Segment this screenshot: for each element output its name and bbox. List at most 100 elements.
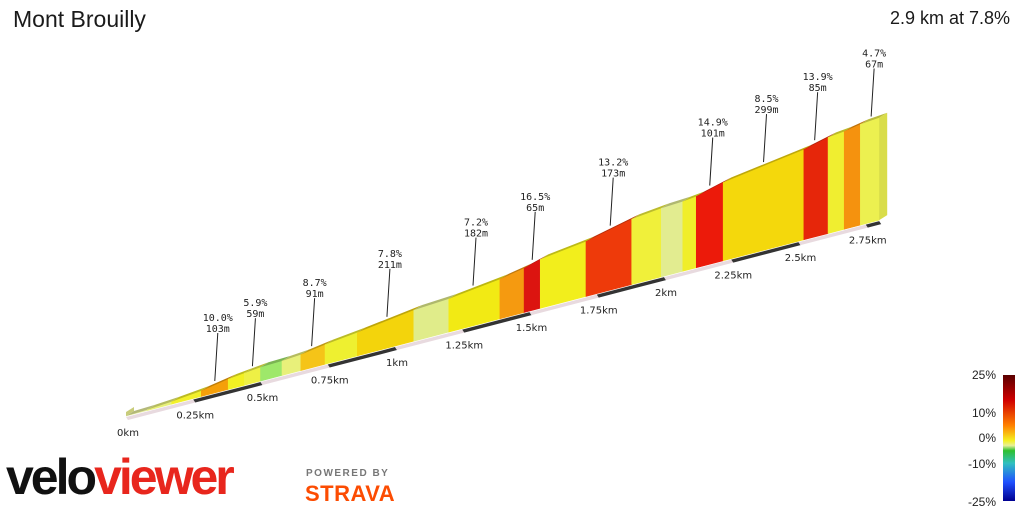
baseline-band: [126, 399, 196, 420]
x-tick-label: 2.5km: [785, 253, 816, 264]
profile-start-face: [126, 407, 134, 416]
profile-segment-top: [499, 263, 533, 280]
baseline-band: [664, 259, 734, 281]
annotation-length: 67m: [865, 60, 883, 71]
profile-segment-top: [325, 327, 366, 345]
legend-label-max: 25%: [971, 368, 996, 382]
distance-ticks: 0km 0.25km 0.5km 0.75km 1km 1.25km 1.5km 1.75km…: [117, 236, 887, 439]
annotation-gradient: 8.7%: [303, 278, 327, 289]
annotation-length: 182m: [464, 229, 488, 240]
profile-segment-top: [524, 254, 549, 269]
annotation-length: 65m: [526, 203, 544, 214]
profile-segment: [539, 241, 587, 309]
annotation-gradient: 14.9%: [698, 118, 728, 129]
chart-title: Mont Brouilly: [13, 6, 146, 32]
profile-segment-top: [413, 293, 457, 311]
annotation-gradient: 8.5%: [754, 94, 778, 105]
annotation-gradient: 5.9%: [243, 298, 267, 309]
profile-segment: [695, 182, 724, 269]
baseline-band: [798, 224, 868, 246]
profile-segment-top: [244, 362, 269, 374]
profile-segment-top: [696, 177, 732, 197]
x-tick-label: 2km: [655, 288, 677, 299]
profile-segment-top: [300, 339, 334, 355]
annotation-gradient: 13.9%: [803, 72, 833, 83]
profile-segment: [585, 218, 633, 297]
profile-segment-top: [201, 374, 237, 391]
baseline-band: [193, 382, 263, 403]
annotation-leader: [609, 177, 614, 226]
profile-segment-top: [147, 396, 180, 410]
baseline-band: [596, 277, 666, 298]
annotation-leader: [531, 211, 536, 260]
annotation-leader: [311, 298, 316, 347]
profile-segment: [661, 201, 684, 278]
annotation-leader: [214, 332, 219, 382]
baseline-band: [462, 312, 532, 333]
profile-segment: [499, 267, 525, 320]
annotation-gradient: 10.0%: [203, 313, 233, 324]
legend-label-high: 10%: [971, 406, 996, 420]
profile-segment-top: [631, 203, 670, 220]
profile-segment: [631, 207, 662, 285]
profile-segment: [843, 123, 861, 230]
annotation-gradient: 7.8%: [378, 249, 402, 260]
annotation-length: 103m: [206, 324, 230, 335]
x-tick-label: 0.75km: [311, 376, 349, 387]
logo-velo: velo: [6, 449, 97, 505]
profile-segment-top: [803, 132, 837, 150]
baseline-band: [865, 221, 882, 228]
baseline-band: [731, 242, 801, 263]
annotation-gradient: 16.5%: [520, 192, 550, 203]
annotation-leader: [709, 137, 714, 186]
powered-by-label: POWERED BY: [306, 468, 390, 479]
x-tick-label: 1.5km: [516, 323, 547, 334]
annotation-gradient: 13.2%: [598, 158, 628, 169]
annotation-leader: [870, 68, 875, 117]
legend-label-low: -10%: [967, 457, 996, 471]
profile-segment-top: [585, 214, 640, 242]
profile-segment-top: [126, 404, 156, 416]
annotation-length: 211m: [378, 260, 402, 271]
profile-segment-top: [661, 196, 691, 209]
baseline-band: [327, 347, 397, 368]
strava-logo[interactable]: STRAVA: [305, 481, 396, 506]
gradient-legend-bar: [1003, 375, 1015, 501]
annotation-leader: [814, 92, 819, 141]
baseline-band: [529, 294, 599, 316]
annotation-length: 59m: [246, 309, 264, 320]
profile-segment-top: [860, 112, 888, 125]
annotation-gradient: 4.7%: [862, 49, 886, 60]
annotation-leader: [386, 268, 391, 317]
profile-segment-top: [260, 355, 291, 368]
x-tick-label: 2.75km: [849, 236, 887, 247]
profile-segment-top: [357, 305, 422, 333]
profile-segment: [357, 309, 415, 357]
profile-segment: [803, 136, 829, 241]
profile-segment-top: [828, 126, 853, 138]
annotation-leader: [763, 114, 768, 163]
legend-label-min: -25%: [967, 495, 996, 509]
logo-viewer: viewer: [94, 449, 235, 505]
x-tick-label: 1.75km: [580, 306, 618, 317]
profile-segment-top: [171, 385, 210, 402]
annotation-leader: [472, 237, 477, 286]
x-tick-label: 2.25km: [714, 271, 752, 282]
gradient-annotations: 10.0%103m 5.9%59m 8.7%91m 7.8%211m 7.2%182m 1…: [203, 49, 886, 382]
annotation-gradient: 7.2%: [464, 218, 488, 229]
x-tick-label: 1km: [386, 358, 408, 369]
x-tick-label: 0.25km: [176, 411, 214, 422]
profile-segment: [827, 131, 845, 234]
profile-segment-top: [844, 119, 869, 132]
climb-summary: 2.9 km at 7.8%: [889, 8, 1010, 28]
profile-segment: [682, 196, 697, 272]
profile-segment-top: [282, 349, 309, 361]
profile-segment-top: [448, 274, 508, 299]
veloviewer-logo[interactable]: veloviewer: [6, 449, 235, 505]
profile-segment: [860, 117, 880, 226]
profile-segments: [125, 112, 888, 417]
annotation-length: 299m: [754, 105, 778, 116]
annotation-length: 101m: [701, 129, 725, 140]
legend-label-zero: 0%: [978, 431, 996, 445]
